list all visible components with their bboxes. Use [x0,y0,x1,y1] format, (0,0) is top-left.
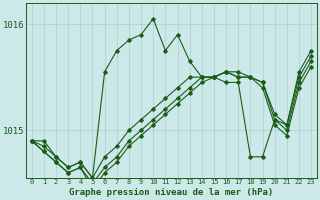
X-axis label: Graphe pression niveau de la mer (hPa): Graphe pression niveau de la mer (hPa) [69,188,274,197]
